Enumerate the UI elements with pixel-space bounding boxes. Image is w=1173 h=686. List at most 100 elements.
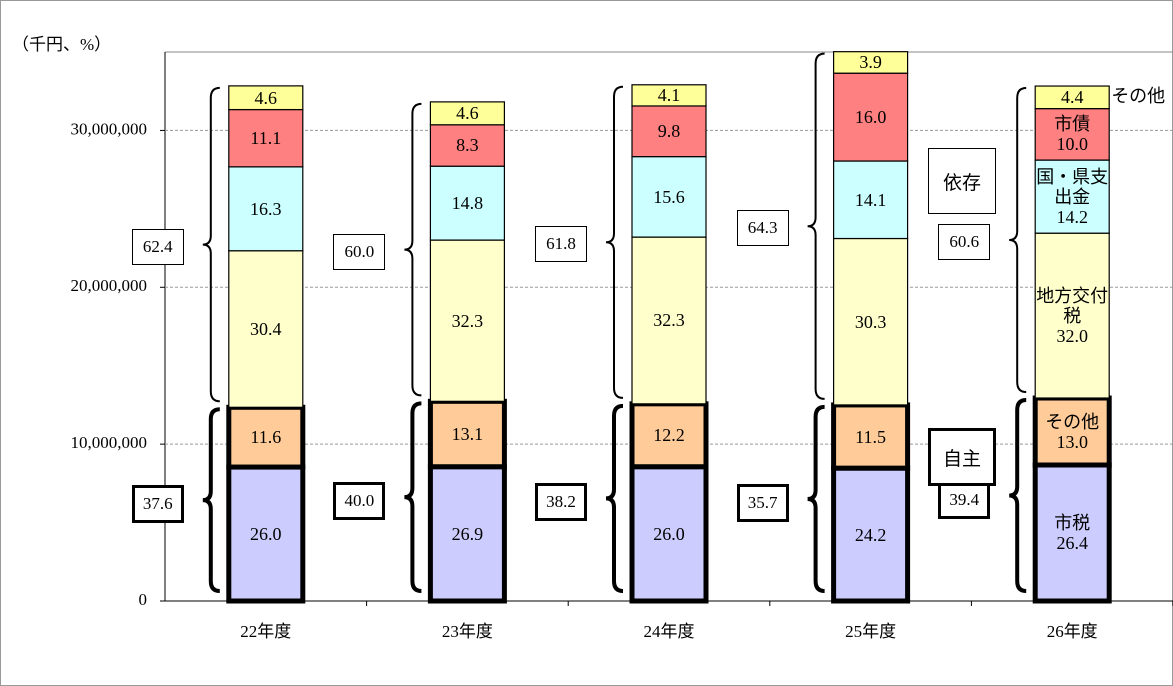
- bar-segment: [631, 105, 707, 158]
- share-label: 4.4: [1060, 87, 1084, 108]
- dependent-brace: [404, 102, 422, 397]
- segment-label: 11.5: [834, 405, 908, 468]
- segment-label: 16.3: [229, 167, 303, 251]
- segment-label: 13.1: [430, 401, 504, 466]
- share-label: 32.3: [451, 310, 484, 331]
- own-brace: [605, 403, 624, 593]
- own-label: 自主: [928, 428, 996, 486]
- segment-label: 12.2: [632, 404, 706, 467]
- own-share: 37.6: [131, 485, 184, 524]
- bar-segment: [631, 156, 707, 238]
- share-label: 11.1: [250, 128, 282, 149]
- dependent-brace: [202, 86, 220, 403]
- dependent-brace: [605, 85, 624, 399]
- bar-segment: [832, 72, 909, 162]
- bar-segment: [429, 165, 505, 241]
- dependent-brace: [807, 52, 825, 400]
- segment-label: 26.9: [430, 467, 504, 601]
- share-label: 32.0: [1056, 325, 1088, 346]
- own-share: 35.7: [736, 483, 789, 522]
- segment-label: 26.0: [229, 467, 303, 601]
- bar-segment: [1034, 108, 1110, 161]
- x-tick-label: 22年度: [240, 622, 291, 641]
- segment-label: 11.6: [229, 407, 303, 467]
- segment-label: 32.3: [430, 240, 504, 401]
- dependent-brace: [1009, 87, 1027, 394]
- share-label: 14.2: [1056, 206, 1088, 227]
- series-name: 地方交付税: [1036, 285, 1109, 326]
- bar-segment: [629, 401, 709, 470]
- segment-label: 30.4: [229, 251, 303, 408]
- dependent-share: 62.4: [131, 228, 184, 265]
- bar-segment: [1034, 232, 1110, 399]
- bar-segment: [1032, 462, 1112, 604]
- y-tick-label: 10,000,000: [71, 433, 148, 452]
- series-name: 市債: [1054, 114, 1091, 135]
- share-label: 32.3: [653, 310, 685, 331]
- own-brace: [404, 401, 422, 593]
- share-label: 13.0: [1056, 431, 1088, 452]
- bar-segment: [228, 85, 304, 111]
- share-label: 26.9: [451, 523, 484, 544]
- share-label: 26.4: [1056, 532, 1088, 553]
- share-label: 8.3: [456, 135, 479, 156]
- bar-segment: [832, 51, 909, 74]
- bar-segment: [429, 101, 505, 126]
- own-share: 38.2: [535, 483, 587, 522]
- bar-segment: [629, 464, 709, 604]
- segment-label: 4.1: [632, 85, 706, 106]
- bar-segment: [429, 239, 505, 402]
- bar-segment: [1034, 85, 1110, 110]
- series-name: その他: [1045, 411, 1100, 432]
- bar-segment: [228, 166, 304, 252]
- segment-label: 地方交付税 32.0: [1035, 233, 1109, 398]
- share-label: 10.0: [1056, 134, 1088, 155]
- y-tick-label: 30,000,000: [71, 119, 148, 138]
- y-axis-label: （千円、%）: [12, 35, 111, 54]
- segment-label: 14.8: [430, 166, 504, 240]
- bar-segment: [1034, 159, 1110, 234]
- segment-label: 16.0: [834, 73, 908, 161]
- segment-label: 26.0: [632, 467, 706, 601]
- x-tick-label: 26年度: [1047, 622, 1098, 641]
- bar-segment: [427, 398, 507, 470]
- dependent-share: 60.6: [938, 224, 991, 261]
- x-tick-label: 23年度: [442, 622, 493, 641]
- bar-segment: [832, 237, 909, 406]
- x-tick-label: 24年度: [644, 622, 695, 641]
- share-label: 26.0: [250, 524, 282, 544]
- share-label: 4.1: [657, 85, 681, 106]
- bar-segment: [1032, 395, 1112, 468]
- dependent-share: 64.3: [736, 210, 789, 247]
- segment-label: 11.1: [229, 110, 303, 167]
- share-label: 30.4: [250, 319, 282, 339]
- own-brace: [202, 407, 220, 593]
- segment-label: その他 4.4: [1035, 86, 1165, 109]
- share-label: 15.6: [653, 186, 685, 207]
- share-label: 13.1: [451, 424, 484, 445]
- dependent-share: 60.0: [333, 233, 386, 270]
- segment-label: 14.1: [834, 161, 908, 238]
- share-label: 4.6: [456, 103, 479, 124]
- own-brace: [807, 404, 825, 593]
- share-label: 14.8: [451, 193, 484, 214]
- dependent-label: 依存: [928, 148, 996, 214]
- bar-segment: [429, 124, 505, 167]
- share-label: 11.5: [855, 426, 887, 447]
- segment-label: 9.8: [632, 106, 706, 157]
- segment-label: 3.9: [834, 52, 908, 73]
- segment-label: 8.3: [430, 125, 504, 166]
- share-label: 9.8: [657, 121, 681, 142]
- share-label: 12.2: [653, 425, 685, 446]
- segment-label: 4.6: [430, 102, 504, 125]
- share-label: 3.9: [859, 52, 882, 73]
- share-label: 16.3: [250, 198, 282, 219]
- bar-segment: [631, 236, 707, 405]
- share-label: 30.3: [854, 311, 887, 332]
- segment-label: 4.6: [229, 86, 303, 110]
- dependent-share: 61.8: [535, 226, 587, 263]
- x-tick-label: 25年度: [845, 622, 896, 641]
- segment-label: 市債 10.0: [1035, 109, 1109, 160]
